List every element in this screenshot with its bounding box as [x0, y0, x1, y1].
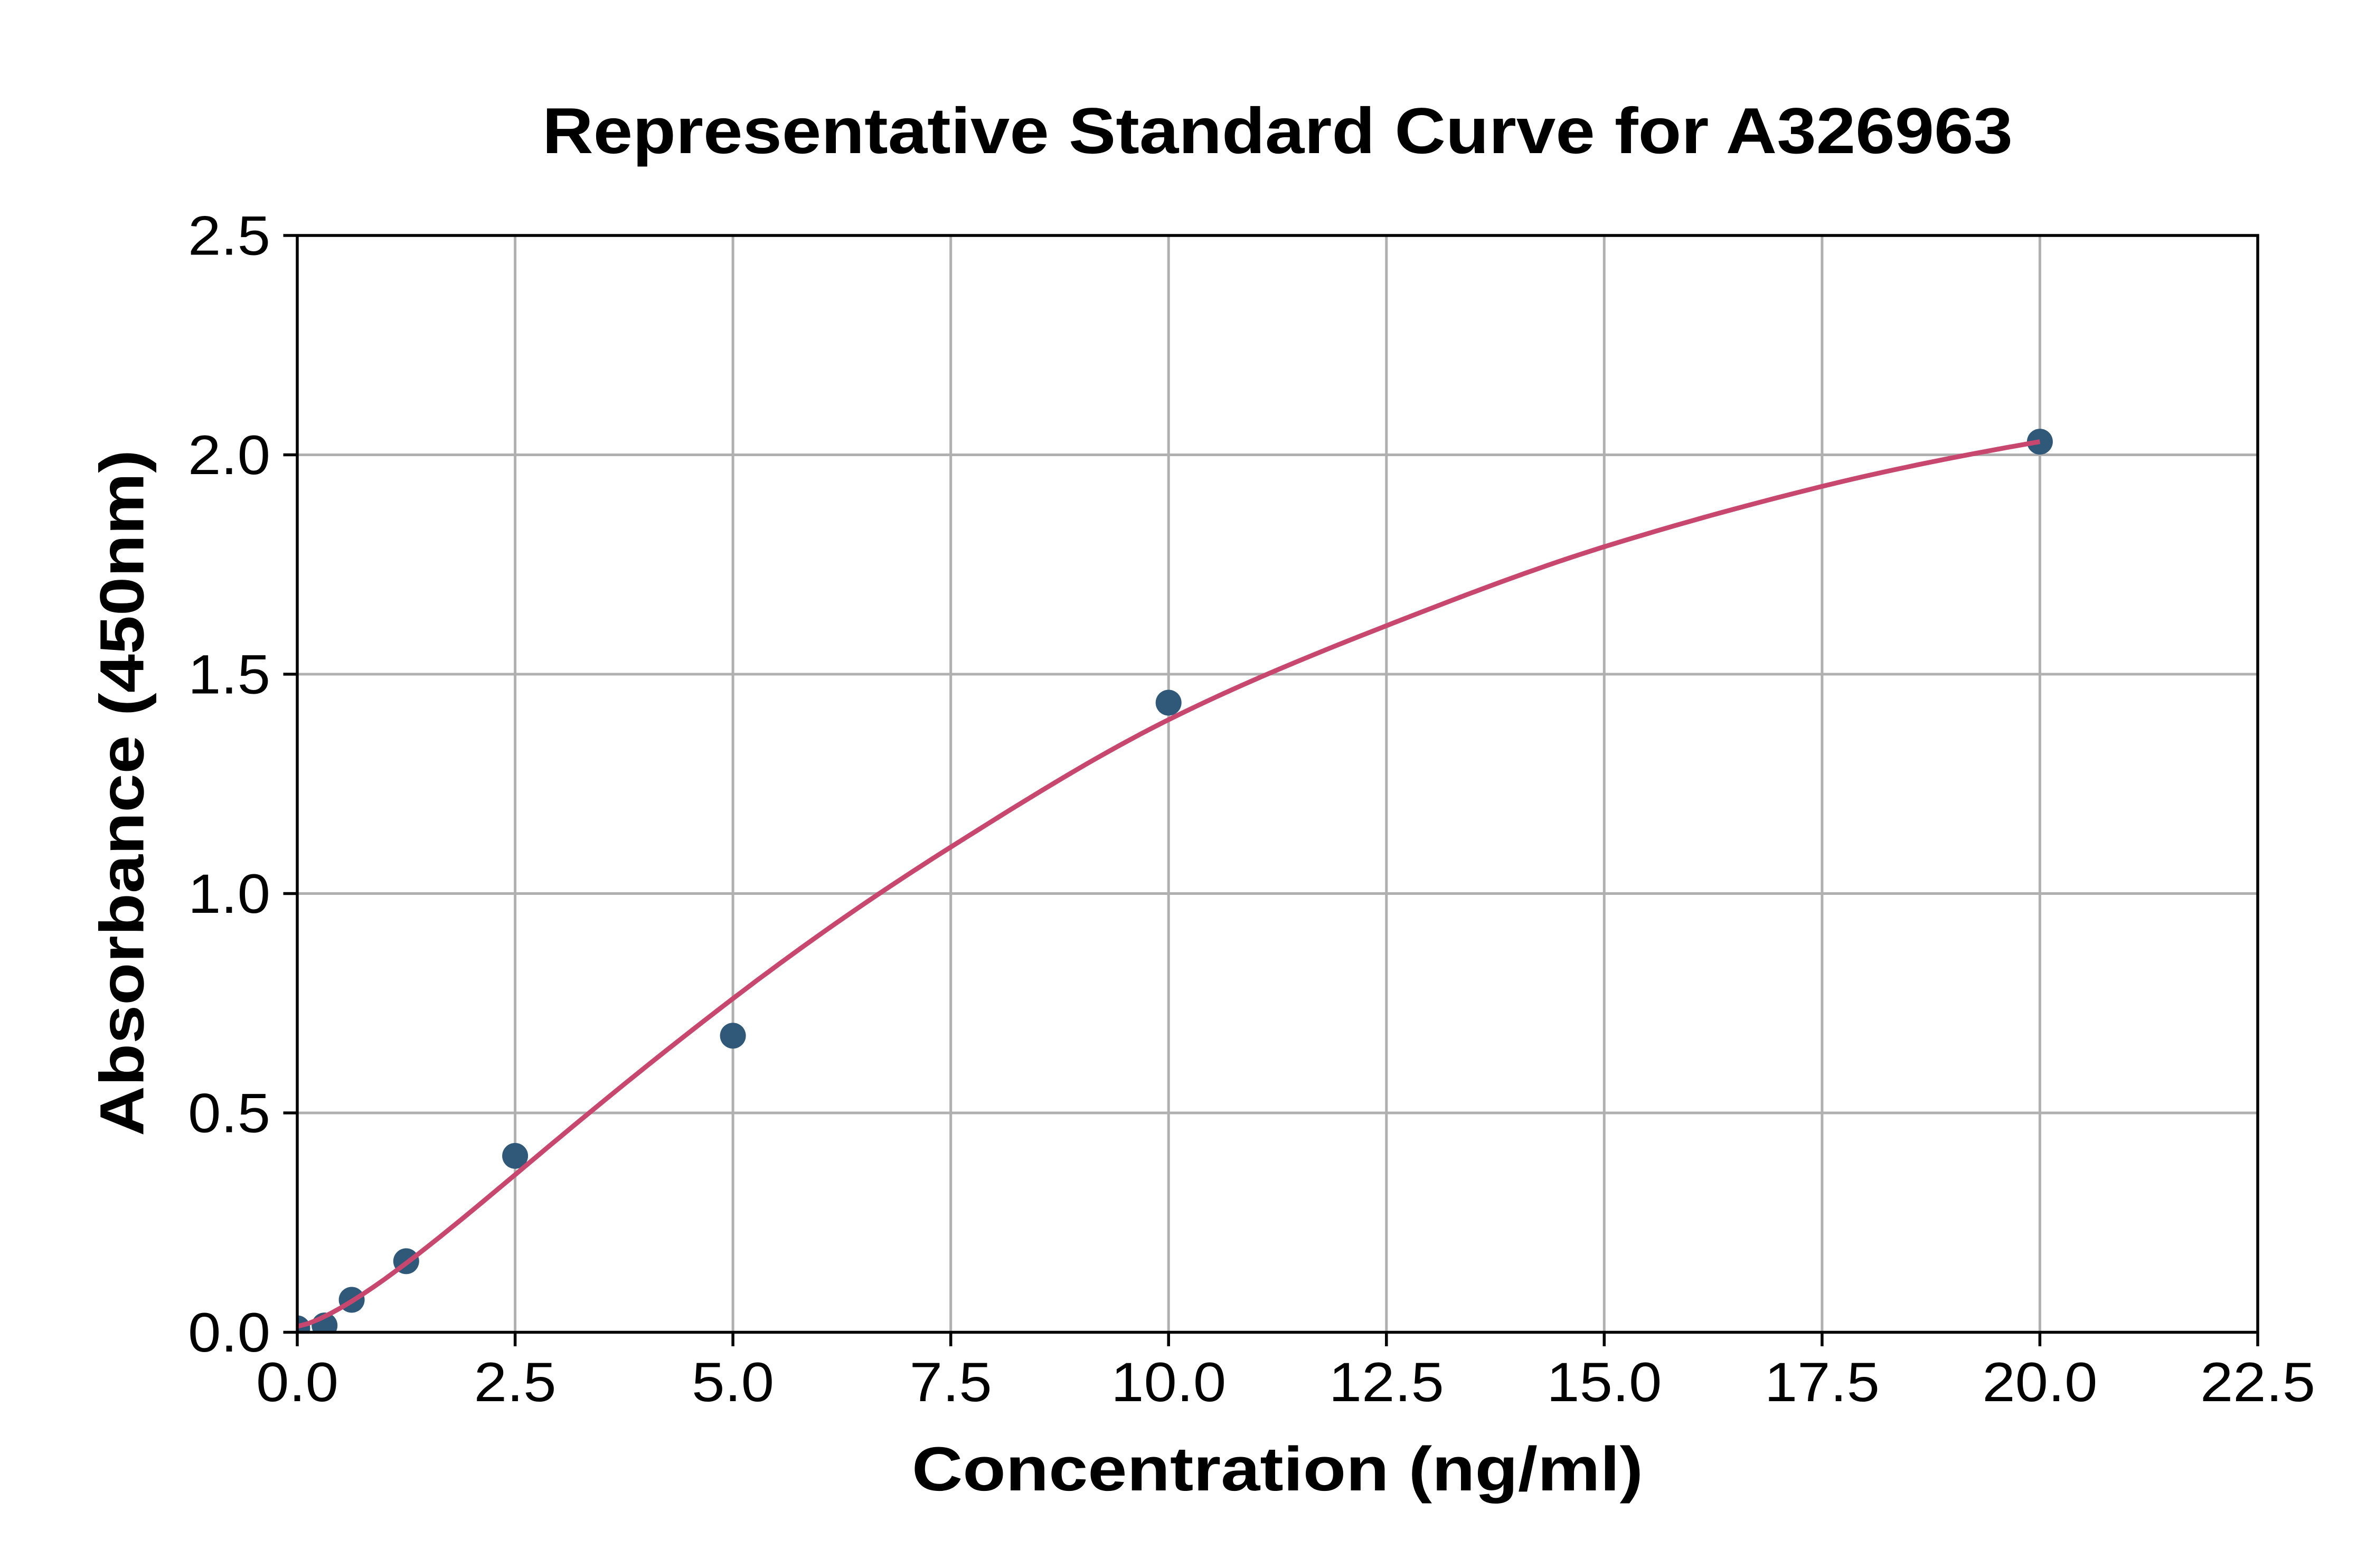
svg-text:7.5: 7.5 — [910, 1352, 992, 1413]
svg-text:17.5: 17.5 — [1765, 1352, 1880, 1413]
svg-text:20.0: 20.0 — [1982, 1352, 2097, 1413]
svg-text:2.5: 2.5 — [474, 1352, 557, 1413]
svg-text:1.0: 1.0 — [188, 863, 270, 925]
svg-text:15.0: 15.0 — [1547, 1352, 1662, 1413]
svg-text:5.0: 5.0 — [692, 1352, 774, 1413]
svg-text:Absorbance (450nm): Absorbance (450nm) — [88, 450, 157, 1136]
svg-text:0.0: 0.0 — [188, 1302, 270, 1364]
svg-text:22.5: 22.5 — [2200, 1352, 2315, 1413]
svg-text:Representative Standard Curve: Representative Standard Curve for A32696… — [542, 95, 2013, 167]
svg-text:12.5: 12.5 — [1329, 1352, 1444, 1413]
svg-text:0.5: 0.5 — [188, 1083, 270, 1145]
svg-text:10.0: 10.0 — [1111, 1352, 1226, 1413]
svg-text:Concentration (ng/ml): Concentration (ng/ml) — [912, 1434, 1643, 1504]
svg-text:1.5: 1.5 — [188, 644, 270, 706]
svg-text:2.5: 2.5 — [188, 205, 270, 267]
svg-text:2.0: 2.0 — [188, 424, 270, 486]
svg-text:0.0: 0.0 — [256, 1352, 338, 1413]
